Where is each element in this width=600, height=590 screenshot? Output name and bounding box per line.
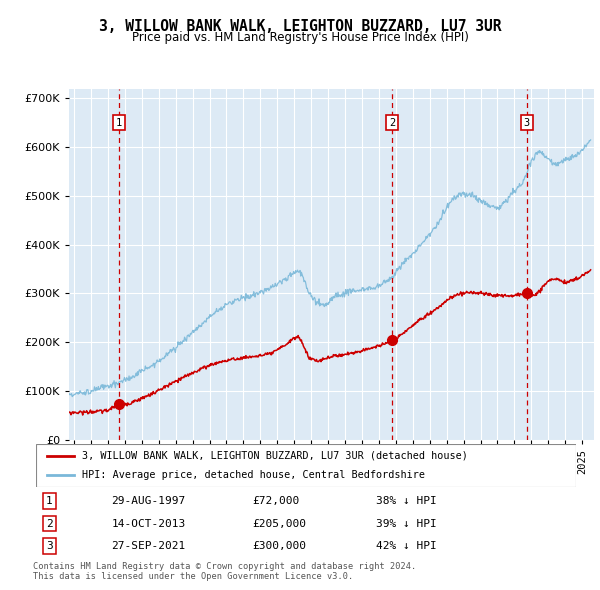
Text: Price paid vs. HM Land Registry's House Price Index (HPI): Price paid vs. HM Land Registry's House … xyxy=(131,31,469,44)
Text: £205,000: £205,000 xyxy=(252,519,306,529)
Text: 29-AUG-1997: 29-AUG-1997 xyxy=(112,496,186,506)
Text: 3, WILLOW BANK WALK, LEIGHTON BUZZARD, LU7 3UR: 3, WILLOW BANK WALK, LEIGHTON BUZZARD, L… xyxy=(99,19,501,34)
Text: 2: 2 xyxy=(389,117,395,127)
Text: 3: 3 xyxy=(46,541,53,551)
Text: £300,000: £300,000 xyxy=(252,541,306,551)
Text: 3, WILLOW BANK WALK, LEIGHTON BUZZARD, LU7 3UR (detached house): 3, WILLOW BANK WALK, LEIGHTON BUZZARD, L… xyxy=(82,451,468,461)
Text: 39% ↓ HPI: 39% ↓ HPI xyxy=(376,519,437,529)
Text: 3: 3 xyxy=(524,117,530,127)
Text: 42% ↓ HPI: 42% ↓ HPI xyxy=(376,541,437,551)
Text: 38% ↓ HPI: 38% ↓ HPI xyxy=(376,496,437,506)
Text: 2: 2 xyxy=(46,519,53,529)
Text: 1: 1 xyxy=(46,496,53,506)
FancyBboxPatch shape xyxy=(36,444,576,487)
Text: £72,000: £72,000 xyxy=(252,496,299,506)
Text: 1: 1 xyxy=(116,117,122,127)
Text: 14-OCT-2013: 14-OCT-2013 xyxy=(112,519,186,529)
Text: 27-SEP-2021: 27-SEP-2021 xyxy=(112,541,186,551)
Text: HPI: Average price, detached house, Central Bedfordshire: HPI: Average price, detached house, Cent… xyxy=(82,470,425,480)
Text: Contains HM Land Registry data © Crown copyright and database right 2024.
This d: Contains HM Land Registry data © Crown c… xyxy=(33,562,416,581)
